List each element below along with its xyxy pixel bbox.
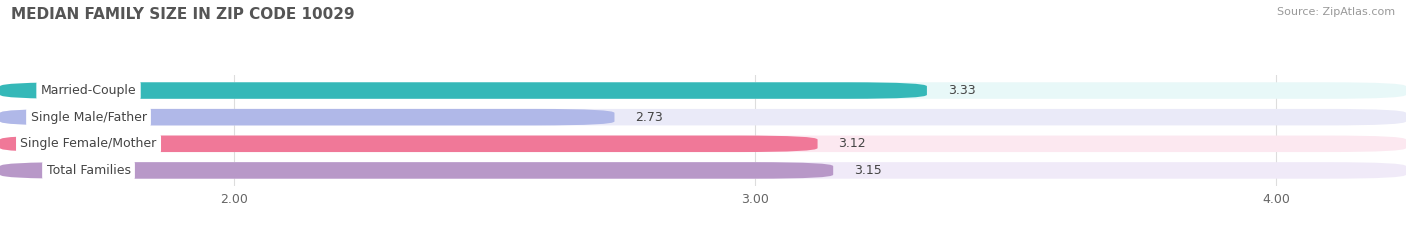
FancyBboxPatch shape	[0, 162, 834, 179]
FancyBboxPatch shape	[0, 109, 614, 125]
FancyBboxPatch shape	[0, 82, 927, 99]
Text: MEDIAN FAMILY SIZE IN ZIP CODE 10029: MEDIAN FAMILY SIZE IN ZIP CODE 10029	[11, 7, 354, 22]
FancyBboxPatch shape	[0, 136, 1406, 152]
Text: 3.33: 3.33	[948, 84, 976, 97]
Text: Married-Couple: Married-Couple	[41, 84, 136, 97]
Text: 3.12: 3.12	[838, 137, 866, 150]
Text: Single Female/Mother: Single Female/Mother	[21, 137, 156, 150]
Text: Total Families: Total Families	[46, 164, 131, 177]
FancyBboxPatch shape	[0, 136, 817, 152]
Text: Single Male/Father: Single Male/Father	[31, 111, 146, 124]
Text: 2.73: 2.73	[636, 111, 664, 124]
FancyBboxPatch shape	[0, 109, 1406, 125]
Text: Source: ZipAtlas.com: Source: ZipAtlas.com	[1277, 7, 1395, 17]
FancyBboxPatch shape	[0, 162, 1406, 179]
Text: 3.15: 3.15	[853, 164, 882, 177]
FancyBboxPatch shape	[0, 82, 1406, 99]
